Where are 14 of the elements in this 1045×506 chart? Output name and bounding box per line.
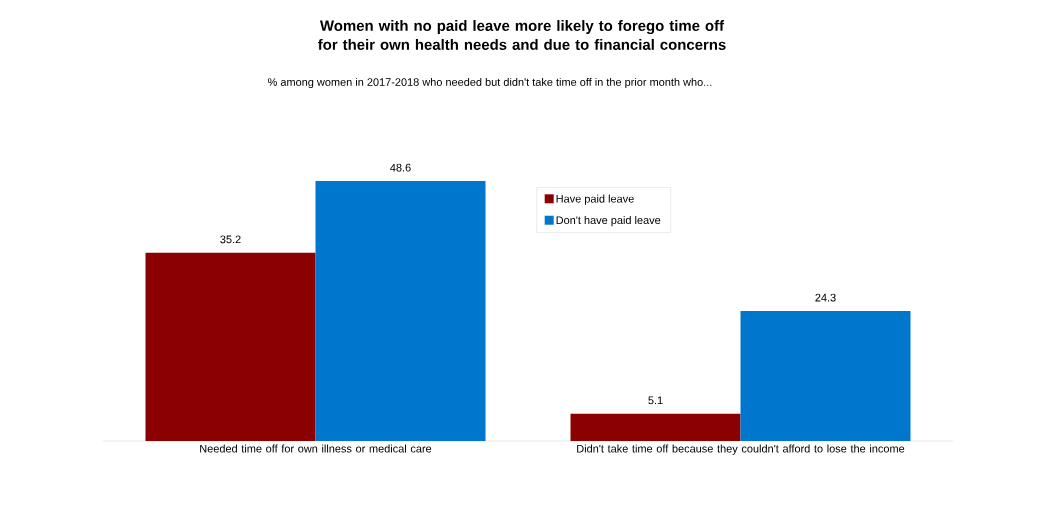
legend-label: Have paid leave (556, 194, 634, 205)
bar (315, 181, 486, 441)
chart-subtitle: % among women in 2017-2018 who needed but didn't take time off in the prior month who... (268, 77, 712, 89)
x-tick-label: Didn't take time off because they couldn't afford to lose the income (577, 444, 905, 455)
chart-title: Women with no paid leave more likely to forego time off for their own health needs and due to financial concerns (318, 20, 726, 50)
bar (145, 252, 316, 441)
data-label: 35.2 (220, 235, 241, 244)
bar (740, 311, 911, 441)
data-label: 48.6 (390, 163, 411, 172)
legend-label: Don't have paid leave (556, 216, 661, 227)
bar (570, 413, 741, 441)
x-tick-label: Needed time off for own illness or medical care (200, 444, 432, 453)
data-label: 5.1 (648, 396, 663, 405)
data-label: 24.3 (815, 293, 836, 302)
